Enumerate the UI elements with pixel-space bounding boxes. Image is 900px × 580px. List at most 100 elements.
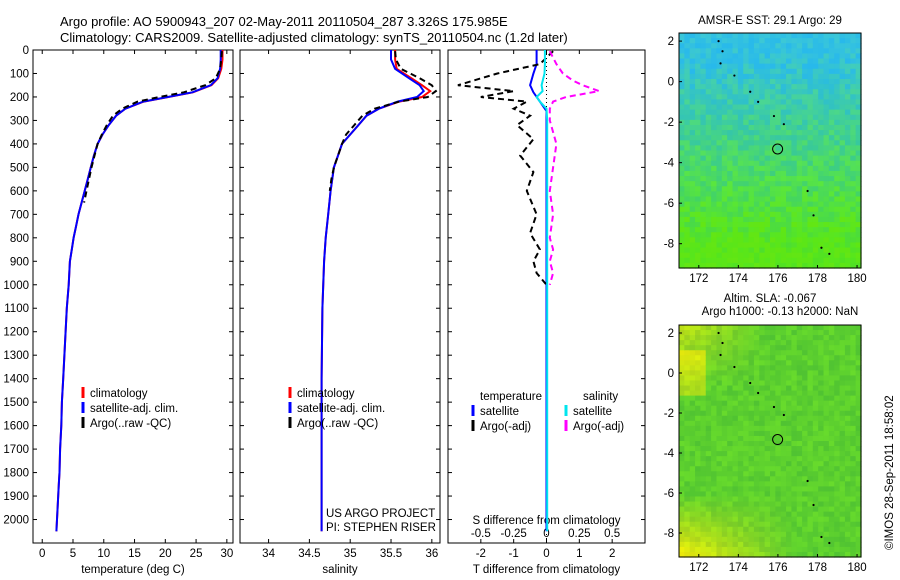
map-cell — [759, 345, 766, 351]
map-cell — [732, 526, 739, 533]
map-cell — [855, 150, 862, 157]
map-cell — [780, 191, 787, 198]
map-cell — [834, 395, 841, 402]
map-cell — [721, 165, 728, 172]
map-cell — [743, 461, 750, 467]
map-cell — [844, 491, 851, 498]
map-cell — [700, 466, 707, 472]
map-cell — [775, 242, 782, 249]
map-cell — [700, 48, 707, 55]
map-cell — [823, 471, 830, 477]
map-cell — [711, 206, 718, 213]
map-cell — [796, 201, 803, 208]
map-cell — [727, 461, 734, 467]
map-cell — [721, 145, 728, 152]
map-cell — [786, 380, 793, 387]
map-cell — [855, 415, 862, 422]
map-cell — [807, 506, 814, 513]
map-cell — [753, 370, 760, 377]
float-track-dot — [721, 341, 724, 345]
map-cell — [823, 551, 830, 558]
map-cell — [770, 461, 776, 467]
map-cell — [828, 541, 835, 548]
map-cell — [748, 99, 755, 106]
map-cell — [850, 466, 857, 472]
map-cell — [770, 541, 776, 548]
map-cell — [786, 526, 793, 533]
map-cell — [796, 330, 803, 336]
map-cell — [844, 252, 851, 259]
map-cell — [753, 53, 760, 60]
map-cell — [796, 181, 803, 187]
map-cell — [823, 435, 830, 442]
map-cell — [737, 242, 744, 249]
map-cell — [770, 375, 776, 382]
map-cell — [828, 430, 835, 437]
map-cell — [818, 114, 825, 121]
map-cell — [791, 114, 798, 121]
map-cell — [850, 430, 857, 437]
map-cell — [855, 375, 862, 382]
map-cell — [780, 130, 787, 136]
map-cell — [716, 237, 723, 244]
map-cell — [770, 124, 776, 131]
map-cell — [775, 405, 782, 412]
map-cell — [802, 58, 809, 65]
map-cell — [828, 335, 835, 341]
map-cell — [721, 370, 728, 377]
map-cell — [823, 170, 830, 177]
map-cell — [679, 420, 685, 427]
map-cell — [786, 78, 793, 85]
map-cell — [823, 242, 830, 249]
map-cell — [855, 496, 862, 503]
map-cell — [759, 446, 766, 452]
map-cell — [807, 227, 814, 233]
map-cell — [716, 135, 723, 141]
map-cell — [850, 481, 857, 487]
map-cell — [737, 104, 744, 111]
map-cell — [807, 114, 814, 121]
map-cell — [791, 415, 798, 422]
map-cell — [828, 186, 835, 192]
map-cell — [823, 516, 830, 523]
map-cell — [828, 48, 835, 55]
salinity-xtick-label: 36 — [425, 548, 438, 560]
map-cell — [716, 68, 723, 75]
map-cell — [764, 114, 771, 121]
map-cell — [721, 476, 728, 482]
map-cell — [705, 155, 712, 162]
map-cell — [700, 135, 707, 141]
map-cell — [721, 170, 728, 177]
map-cell — [839, 425, 846, 432]
map-cell — [839, 68, 846, 75]
map-cell — [695, 33, 702, 39]
map-cell — [679, 94, 685, 101]
map-cell — [764, 124, 771, 131]
map-cell — [711, 340, 718, 346]
map-cell — [802, 395, 809, 402]
map-cell — [812, 176, 819, 182]
map-cell — [855, 446, 862, 452]
map-cell — [844, 441, 851, 447]
map-cell — [812, 365, 819, 371]
legend-heading-temperature: temperature — [480, 391, 542, 403]
map-cell — [780, 466, 787, 472]
map-cell — [705, 257, 712, 264]
map-cell — [695, 355, 702, 361]
map-cell — [721, 360, 728, 366]
map-cell — [711, 232, 718, 238]
map-cell — [802, 211, 809, 218]
map-cell — [743, 511, 750, 518]
map-cell — [748, 506, 755, 513]
map-cell — [753, 247, 760, 254]
map-cell — [823, 211, 830, 218]
map-cell — [695, 89, 702, 95]
map-cell — [844, 536, 851, 543]
map-cell — [759, 191, 766, 198]
map-cell — [839, 350, 846, 356]
map-cell — [855, 546, 862, 553]
map-cell — [711, 119, 718, 126]
map-cell — [828, 491, 835, 498]
map-cell — [818, 170, 825, 177]
map-cell — [770, 380, 776, 387]
